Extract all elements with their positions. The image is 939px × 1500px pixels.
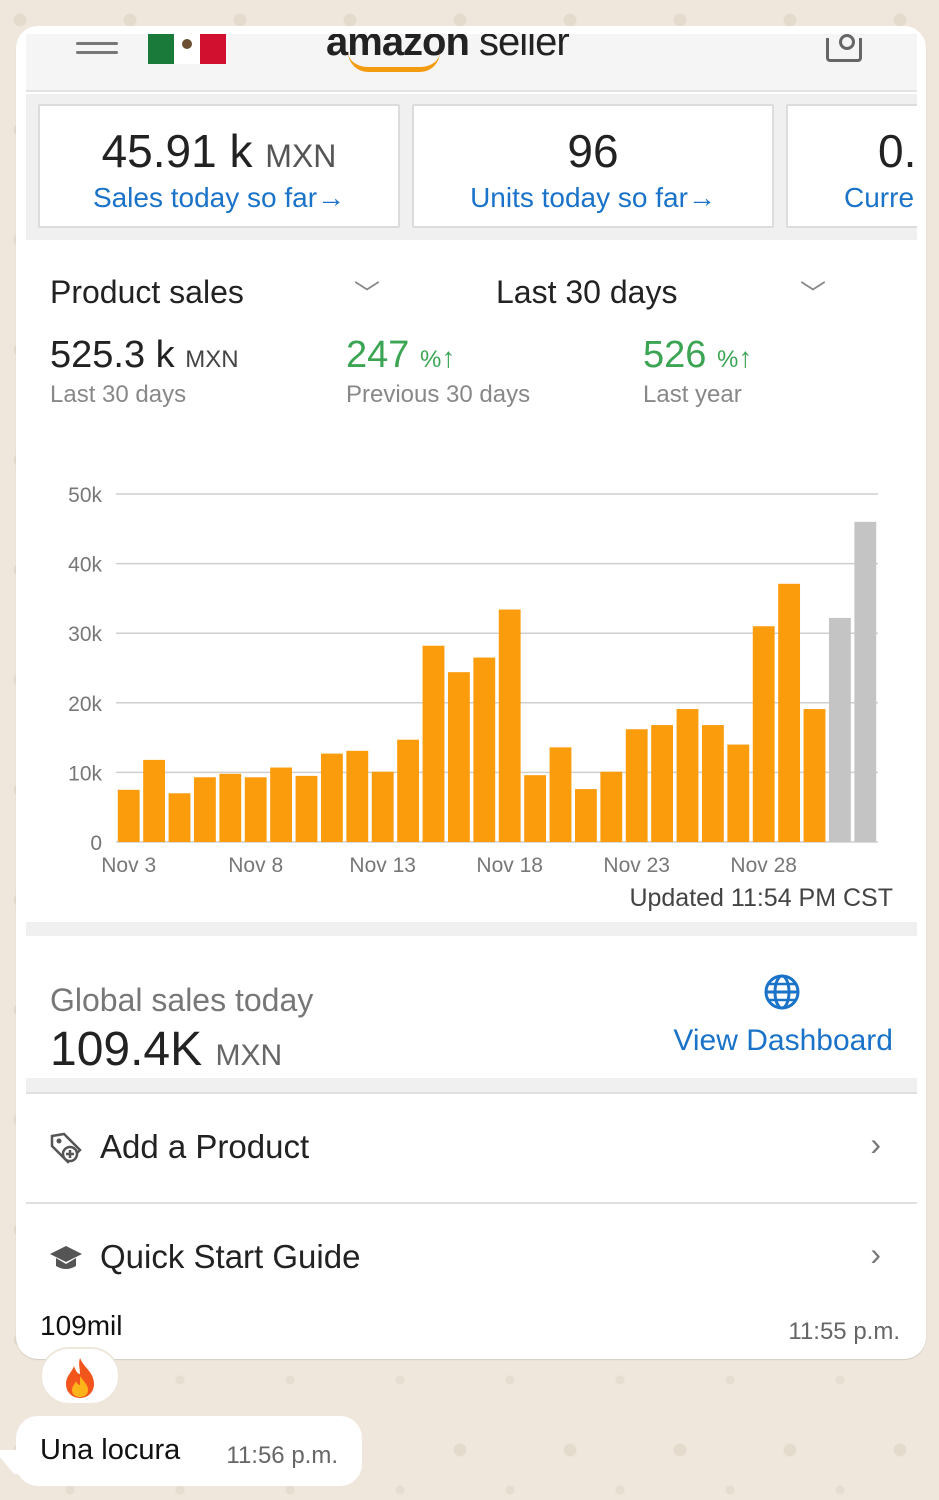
stat-card-value: 96 — [567, 125, 619, 177]
chart-bar — [727, 744, 750, 842]
y-tick-label: 40k — [68, 554, 102, 577]
quick-start-guide-label: Quick Start Guide — [100, 1238, 361, 1275]
amazon-seller-screenshot[interactable]: amazon seller 45.91 k MXN Sales today so… — [26, 34, 917, 1304]
quick-start-guide-row[interactable]: Quick Start Guide › — [26, 1202, 917, 1304]
globe-icon[interactable] — [762, 972, 802, 1012]
stat-card-link[interactable]: Units today so far→ — [470, 182, 716, 213]
x-tick-label: Nov 28 — [730, 854, 797, 874]
chart-bar — [803, 709, 826, 842]
global-sales-title: Global sales today — [50, 982, 314, 1018]
message-timestamp: 11:56 p.m. — [226, 1442, 338, 1469]
chart-bar — [422, 645, 445, 842]
message-timestamp: 11:55 p.m. — [788, 1318, 900, 1345]
add-product-row[interactable]: Add a Product › — [26, 1092, 917, 1202]
chart-bar — [447, 672, 470, 842]
stat-card-value: 45.91 k MXN — [101, 125, 337, 177]
chart-bar — [473, 657, 496, 842]
chart-bar — [828, 617, 851, 842]
stat-card-current[interactable]: 0. Curre — [786, 104, 917, 228]
chart-bar — [320, 753, 343, 842]
chart-bar — [143, 759, 166, 842]
chart-bar — [524, 775, 547, 842]
amazon-smile-icon — [348, 52, 440, 72]
x-tick-label: Nov 13 — [349, 854, 416, 874]
y-tick-label: 0 — [90, 832, 102, 855]
chart-bar — [498, 609, 521, 842]
add-product-label: Add a Product — [100, 1128, 310, 1165]
chart-bar — [193, 777, 216, 842]
chart-bar — [397, 739, 420, 842]
chart-bar — [117, 789, 140, 842]
chart-bar — [270, 767, 293, 842]
logo-light: seller — [468, 34, 570, 64]
chart-bar — [346, 750, 369, 842]
text-message-bubble[interactable]: Una locura 11:56 p.m. — [16, 1416, 362, 1486]
message-text: Una locura — [40, 1434, 181, 1466]
metric-total: 525.3 k MXN Last 30 days — [50, 334, 239, 408]
chart-bar — [701, 725, 724, 842]
x-tick-label: Nov 23 — [603, 854, 670, 874]
seller-top-nav: amazon seller — [26, 34, 917, 92]
chart-bar — [244, 777, 267, 842]
global-sales-value: 109.4K MXN — [50, 1023, 283, 1076]
chart-bar — [651, 725, 674, 842]
scan-icon[interactable] — [826, 34, 862, 62]
image-caption: 109mil — [40, 1310, 123, 1341]
reaction-badge[interactable] — [40, 1347, 120, 1405]
range-dropdown[interactable]: Last 30 days — [496, 274, 678, 310]
x-tick-label: Nov 3 — [101, 854, 156, 874]
y-tick-label: 10k — [68, 762, 102, 785]
metric-dropdown[interactable]: Product sales — [50, 274, 244, 310]
y-tick-label: 50k — [68, 484, 102, 507]
x-tick-label: Nov 18 — [476, 854, 543, 874]
chevron-right-icon: › — [870, 1126, 881, 1162]
chart-bar — [676, 709, 699, 842]
y-tick-label: 30k — [68, 623, 102, 646]
fire-emoji-icon — [66, 1358, 94, 1398]
chart-bar — [295, 775, 318, 842]
chart-bar — [752, 626, 775, 842]
chart-bar — [600, 771, 623, 842]
chart-bar — [371, 771, 394, 842]
chart-bar — [168, 793, 191, 842]
chevron-down-icon[interactable]: ﹀ — [800, 279, 827, 309]
image-message-bubble[interactable]: amazon seller 45.91 k MXN Sales today so… — [16, 26, 926, 1359]
arrow-right-icon: → — [317, 182, 346, 213]
metric-vs-previous: 247 %↑ Previous 30 days — [346, 334, 531, 408]
tag-add-icon — [50, 1132, 82, 1164]
chart-bar — [625, 729, 648, 842]
stat-cards-strip: 45.91 k MXN Sales today so far→ 96 Units… — [26, 94, 917, 240]
chart-bar — [549, 747, 572, 842]
updated-timestamp: Updated 11:54 PM CST — [629, 884, 893, 912]
view-dashboard-link[interactable]: View Dashboard — [673, 1024, 893, 1057]
chart-bar — [574, 789, 597, 842]
sales-bar-chart: 0 10k 20k 30k 40k 50k Nov 3 Nov 8 Nov 13 Nov 18 No… — [68, 484, 878, 874]
stat-card-sales[interactable]: 45.91 k MXN Sales today so far→ — [38, 104, 400, 228]
metric-vs-last-year: 526 %↑ Last year — [643, 334, 753, 408]
stat-card-link[interactable]: Curre — [844, 182, 915, 213]
graduation-cap-icon — [50, 1246, 82, 1269]
x-tick-label: Nov 8 — [228, 854, 283, 874]
chevron-down-icon[interactable]: ﹀ — [354, 279, 381, 309]
stat-card-units[interactable]: 96 Units today so far→ — [412, 104, 774, 228]
section-divider — [26, 922, 917, 936]
chevron-right-icon: › — [870, 1236, 881, 1272]
chart-bar — [778, 583, 801, 842]
section-divider — [26, 1078, 917, 1092]
chart-bar — [219, 773, 242, 842]
y-tick-label: 20k — [68, 693, 102, 716]
arrow-right-icon: → — [687, 182, 716, 213]
stat-card-value: 0. — [878, 125, 917, 177]
stat-card-link[interactable]: Sales today so far→ — [92, 182, 346, 213]
mexico-flag[interactable] — [148, 34, 226, 64]
arrow-up-icon: ↑ — [441, 342, 456, 373]
menu-icon[interactable] — [76, 42, 118, 60]
arrow-up-icon: ↑ — [738, 342, 753, 373]
chart-bar — [854, 521, 877, 842]
